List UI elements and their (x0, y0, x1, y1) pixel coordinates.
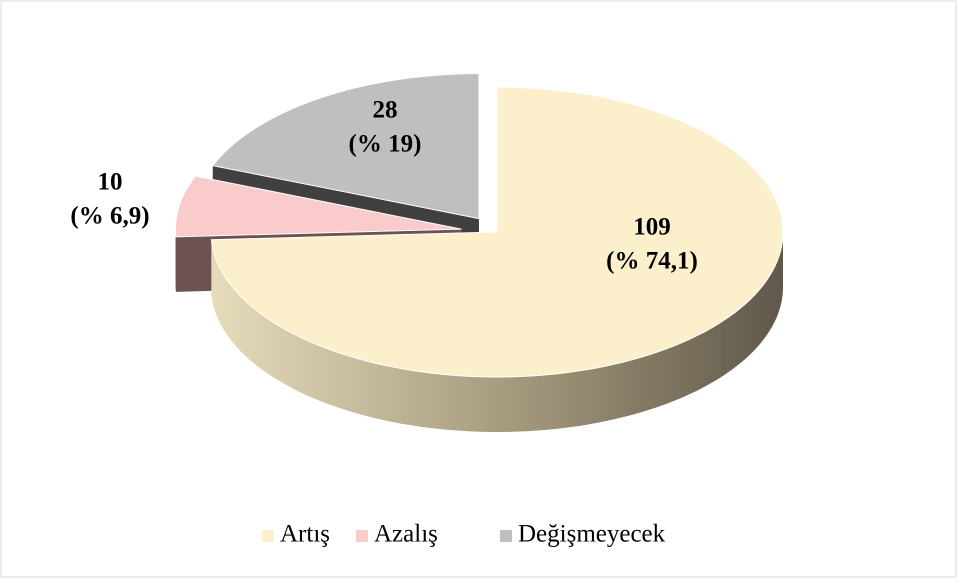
legend-swatch (356, 530, 368, 542)
legend-swatch (500, 530, 512, 542)
legend: Artış Azalış Değişmeyecek (262, 521, 666, 548)
legend-label: Artış (280, 521, 330, 548)
labels: 28 (% 19) 10 (% 6,9) 109 (% 74,1) (70, 97, 697, 275)
percentage-label: (% 6,9) (70, 203, 149, 230)
legend-label: Değişmeyecek (518, 521, 666, 548)
slice (174, 175, 462, 238)
value-label: 109 (633, 214, 671, 241)
legend-swatch (262, 530, 274, 542)
percentage-label: (% 74,1) (606, 248, 698, 275)
percentage-label: (% 19) (349, 131, 422, 158)
value-label: 28 (373, 97, 398, 124)
slice (210, 86, 784, 378)
value-label: 10 (98, 169, 123, 196)
legend-label: Azalış (374, 521, 438, 548)
slice (211, 73, 480, 220)
tops (174, 73, 784, 378)
slice-outer-wall (211, 232, 784, 432)
